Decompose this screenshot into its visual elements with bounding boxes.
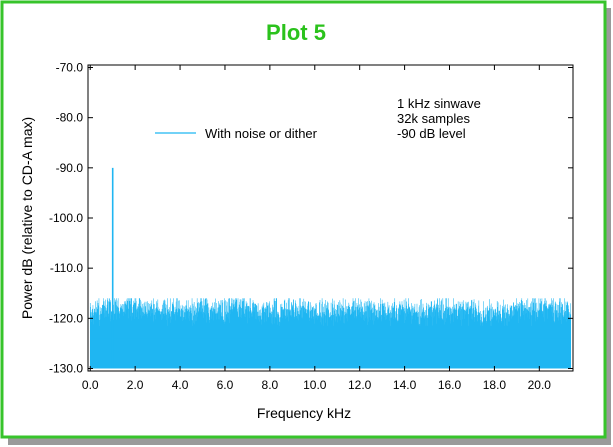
- y-tick-label: -80.0: [56, 111, 84, 125]
- x-tick-label: 10.0: [303, 378, 327, 392]
- data-layer: [89, 167, 572, 369]
- y-tick-label: -120.0: [49, 311, 83, 325]
- x-tick-label: 18.0: [483, 378, 507, 392]
- annotation-line-2: 32k samples: [397, 111, 470, 126]
- annotation-line-3: -90 dB level: [397, 126, 466, 141]
- y-tick-label: -70.0: [56, 61, 84, 75]
- x-tick-label: 6.0: [217, 378, 234, 392]
- axes-layer: -70.0 -80.0 -90.0 -100.0 -110.0 -120.0 -130.0 0…: [49, 61, 573, 392]
- x-tick-label: 12.0: [348, 378, 372, 392]
- y-tick-label: -130.0: [49, 361, 83, 375]
- y-tick-label: -100.0: [49, 211, 83, 225]
- legend: With noise or dither: [155, 126, 318, 141]
- chart-title: Plot 5: [266, 20, 326, 45]
- noise-floor-band: [90, 338, 571, 369]
- y-tick-label: -90.0: [56, 161, 84, 175]
- x-tick-label: 20.0: [528, 378, 552, 392]
- x-axis-label: Frequency kHz: [257, 405, 351, 421]
- y-tick-label: -110.0: [50, 261, 83, 275]
- annotation: 1 kHz sinwave 32k samples -90 dB level: [397, 96, 481, 141]
- x-tick-label: 14.0: [393, 378, 417, 392]
- x-tick-label: 16.0: [438, 378, 462, 392]
- legend-label: With noise or dither: [205, 126, 318, 141]
- x-tick-label: 8.0: [262, 378, 279, 392]
- x-tick-label: 4.0: [172, 378, 189, 392]
- annotation-line-1: 1 kHz sinwave: [397, 96, 481, 111]
- y-axis-label: Power dB (relative to CD-A max): [19, 117, 35, 319]
- x-tick-label: 2.0: [127, 378, 144, 392]
- x-tick-label: 0.0: [82, 378, 99, 392]
